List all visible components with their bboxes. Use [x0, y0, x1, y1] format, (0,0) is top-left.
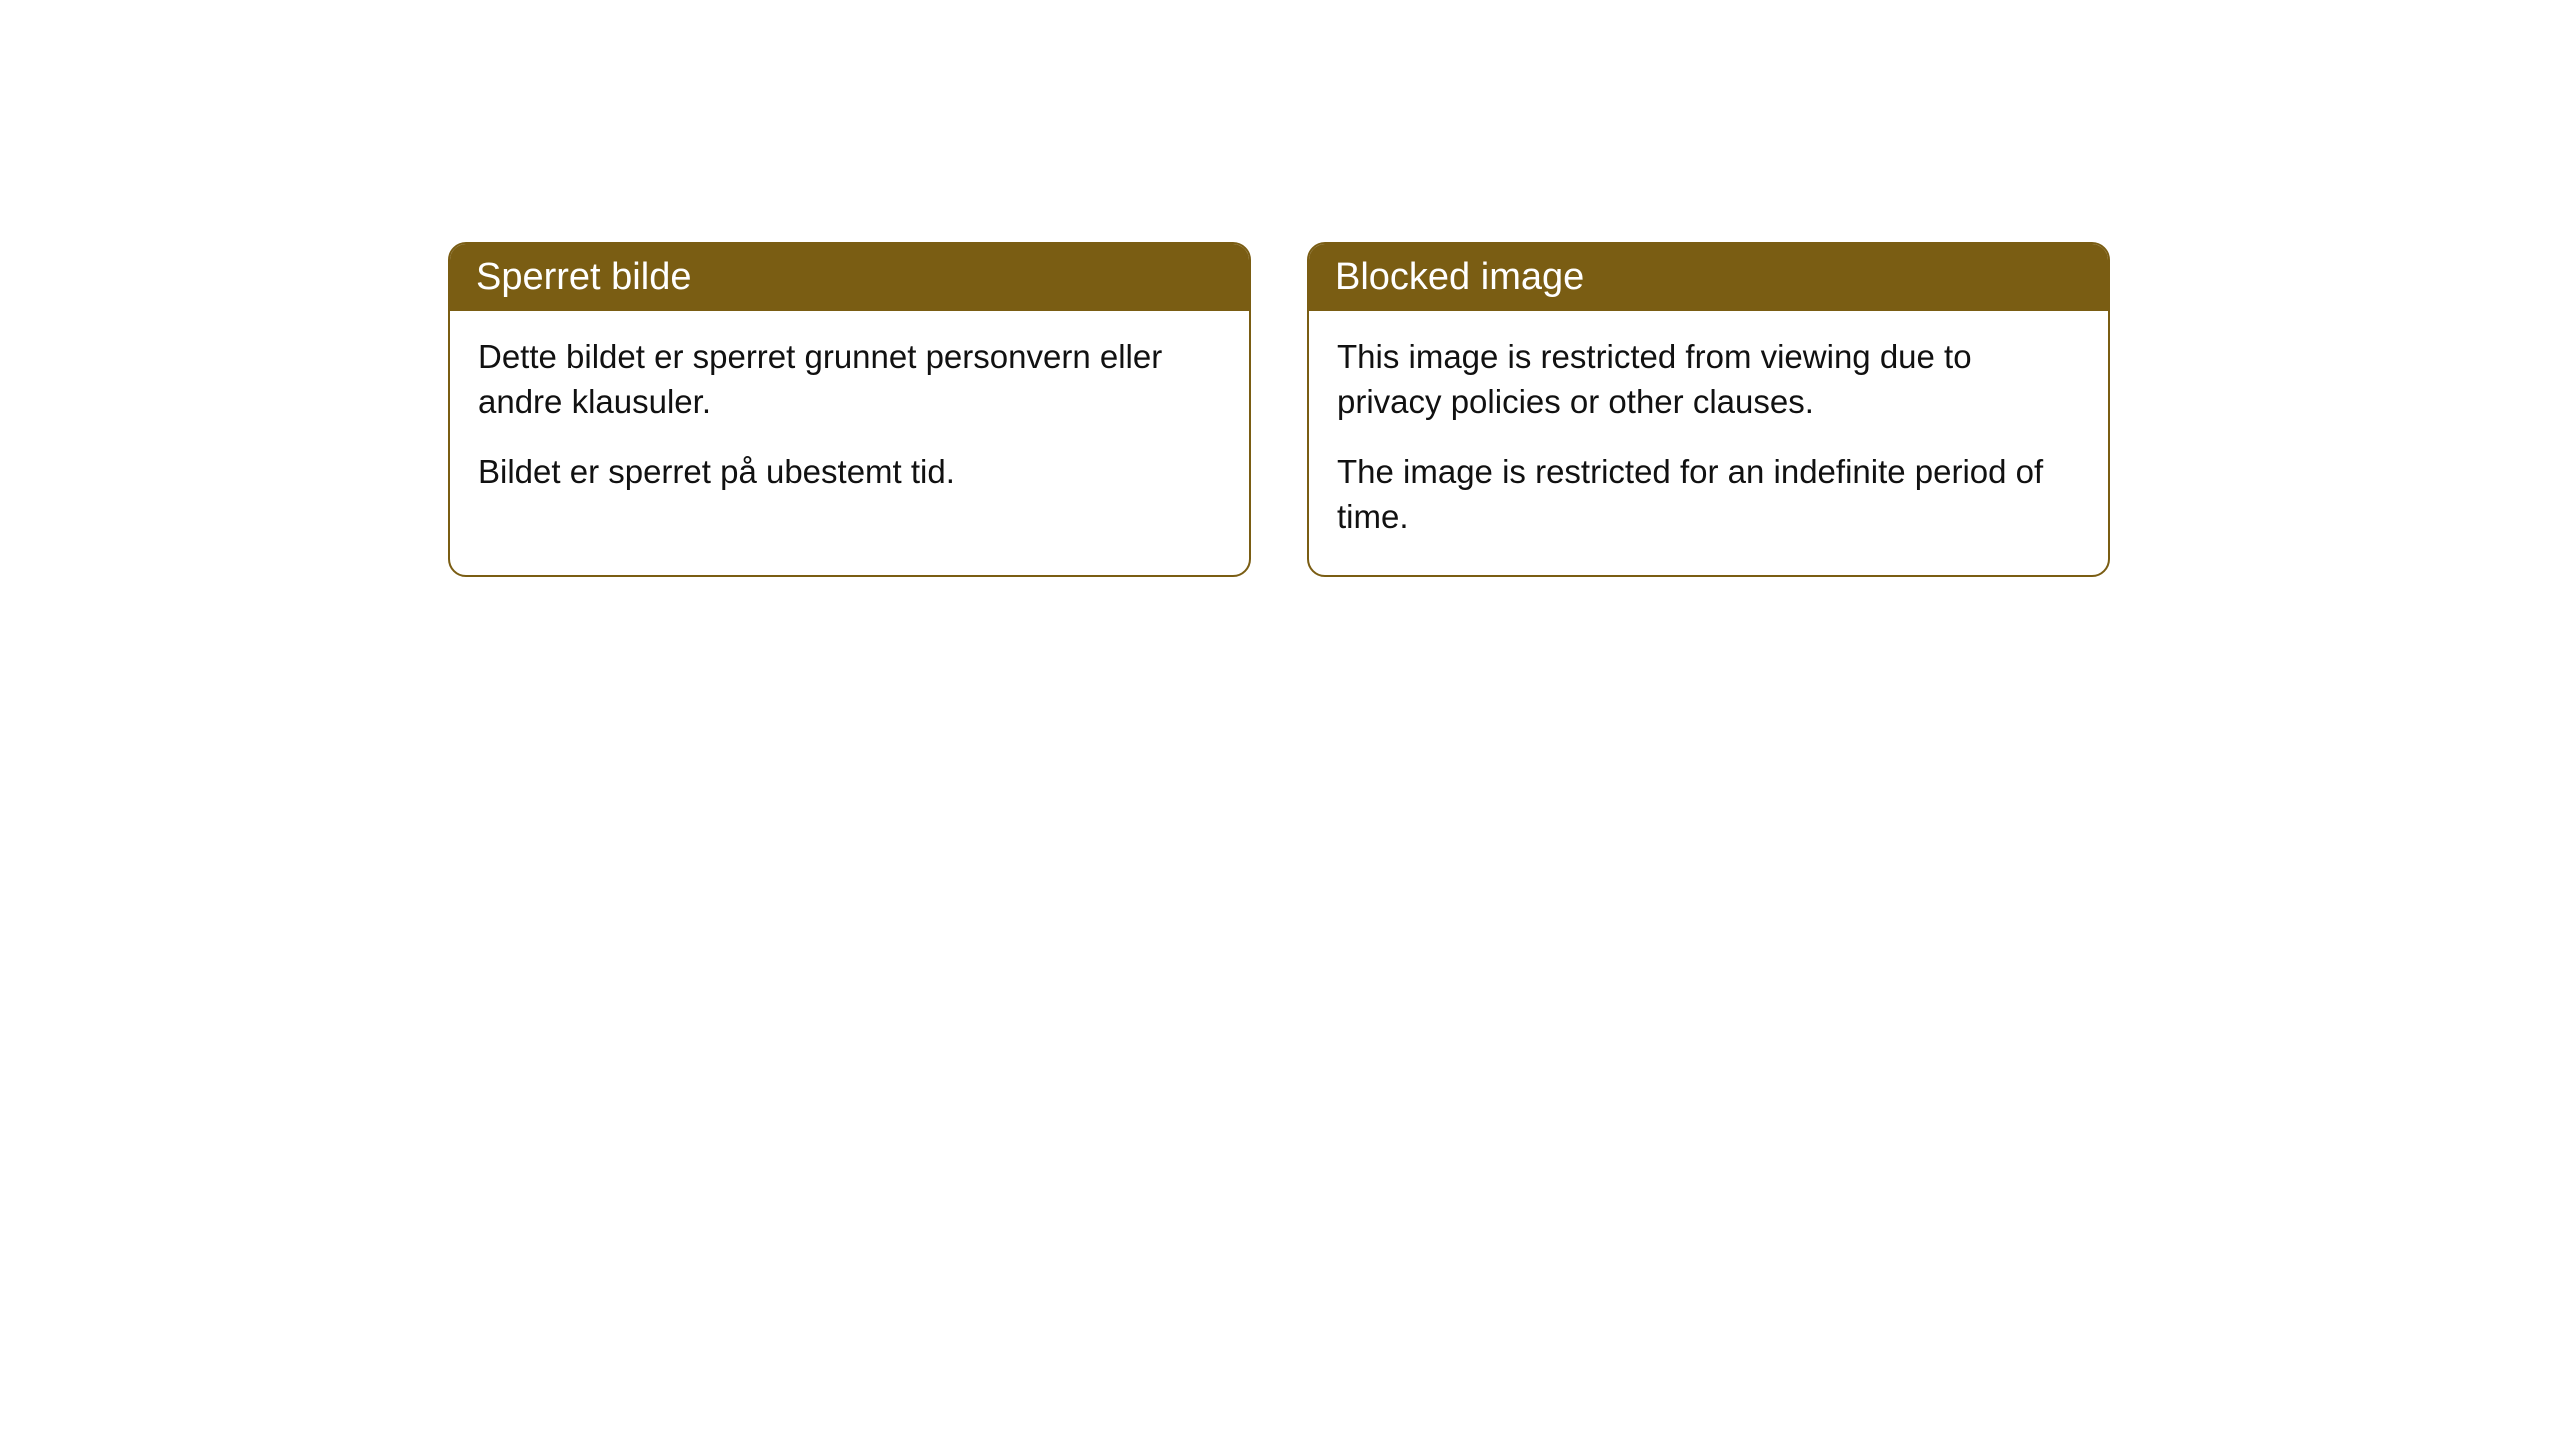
- card-title: Blocked image: [1335, 256, 1584, 298]
- card-body-english: This image is restricted from viewing du…: [1309, 311, 2108, 575]
- card-header-norwegian: Sperret bilde: [450, 244, 1249, 311]
- card-paragraph: The image is restricted for an indefinit…: [1337, 450, 2080, 539]
- card-norwegian: Sperret bilde Dette bildet er sperret gr…: [448, 242, 1251, 577]
- card-english: Blocked image This image is restricted f…: [1307, 242, 2110, 577]
- card-body-norwegian: Dette bildet er sperret grunnet personve…: [450, 311, 1249, 531]
- card-paragraph: Bildet er sperret på ubestemt tid.: [478, 450, 1221, 495]
- card-header-english: Blocked image: [1309, 244, 2108, 311]
- card-paragraph: This image is restricted from viewing du…: [1337, 335, 2080, 424]
- card-paragraph: Dette bildet er sperret grunnet personve…: [478, 335, 1221, 424]
- cards-container: Sperret bilde Dette bildet er sperret gr…: [448, 242, 2110, 577]
- card-title: Sperret bilde: [476, 256, 691, 298]
